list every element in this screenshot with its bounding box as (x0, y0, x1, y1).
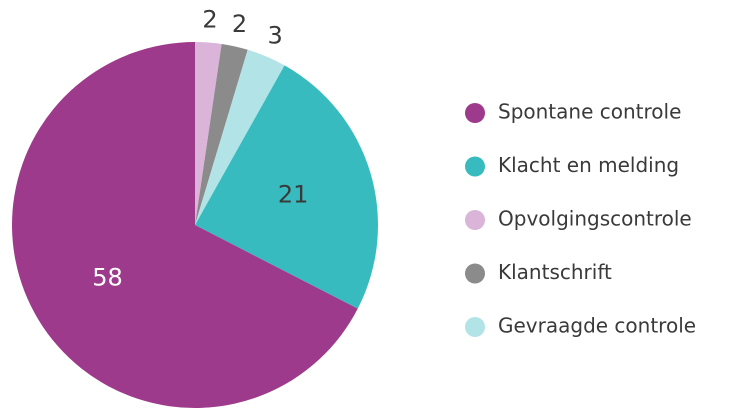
slice-label: 58 (92, 263, 123, 291)
legend-label: Opvolgingscontrole (498, 207, 692, 231)
legend-marker (465, 210, 485, 230)
legend-marker (465, 103, 485, 123)
legend-marker (465, 156, 485, 177)
pie-slice (195, 49, 285, 225)
pie-slice (195, 42, 222, 225)
slice-label: 21 (278, 180, 309, 208)
legend-label: Spontane controle (498, 100, 681, 124)
legend-marker (465, 317, 485, 337)
slice-label: 3 (268, 21, 283, 49)
pie-slice (12, 42, 358, 409)
pie-slice (195, 65, 378, 309)
legend-label: Gevraagde controle (498, 314, 696, 338)
legend-label: Klacht en melding (498, 153, 679, 177)
slice-label: 2 (202, 6, 217, 34)
legend-label: Klantschrift (498, 260, 612, 284)
pie-slice (195, 43, 248, 225)
legend-marker (465, 263, 485, 284)
slice-label: 2 (232, 10, 247, 38)
